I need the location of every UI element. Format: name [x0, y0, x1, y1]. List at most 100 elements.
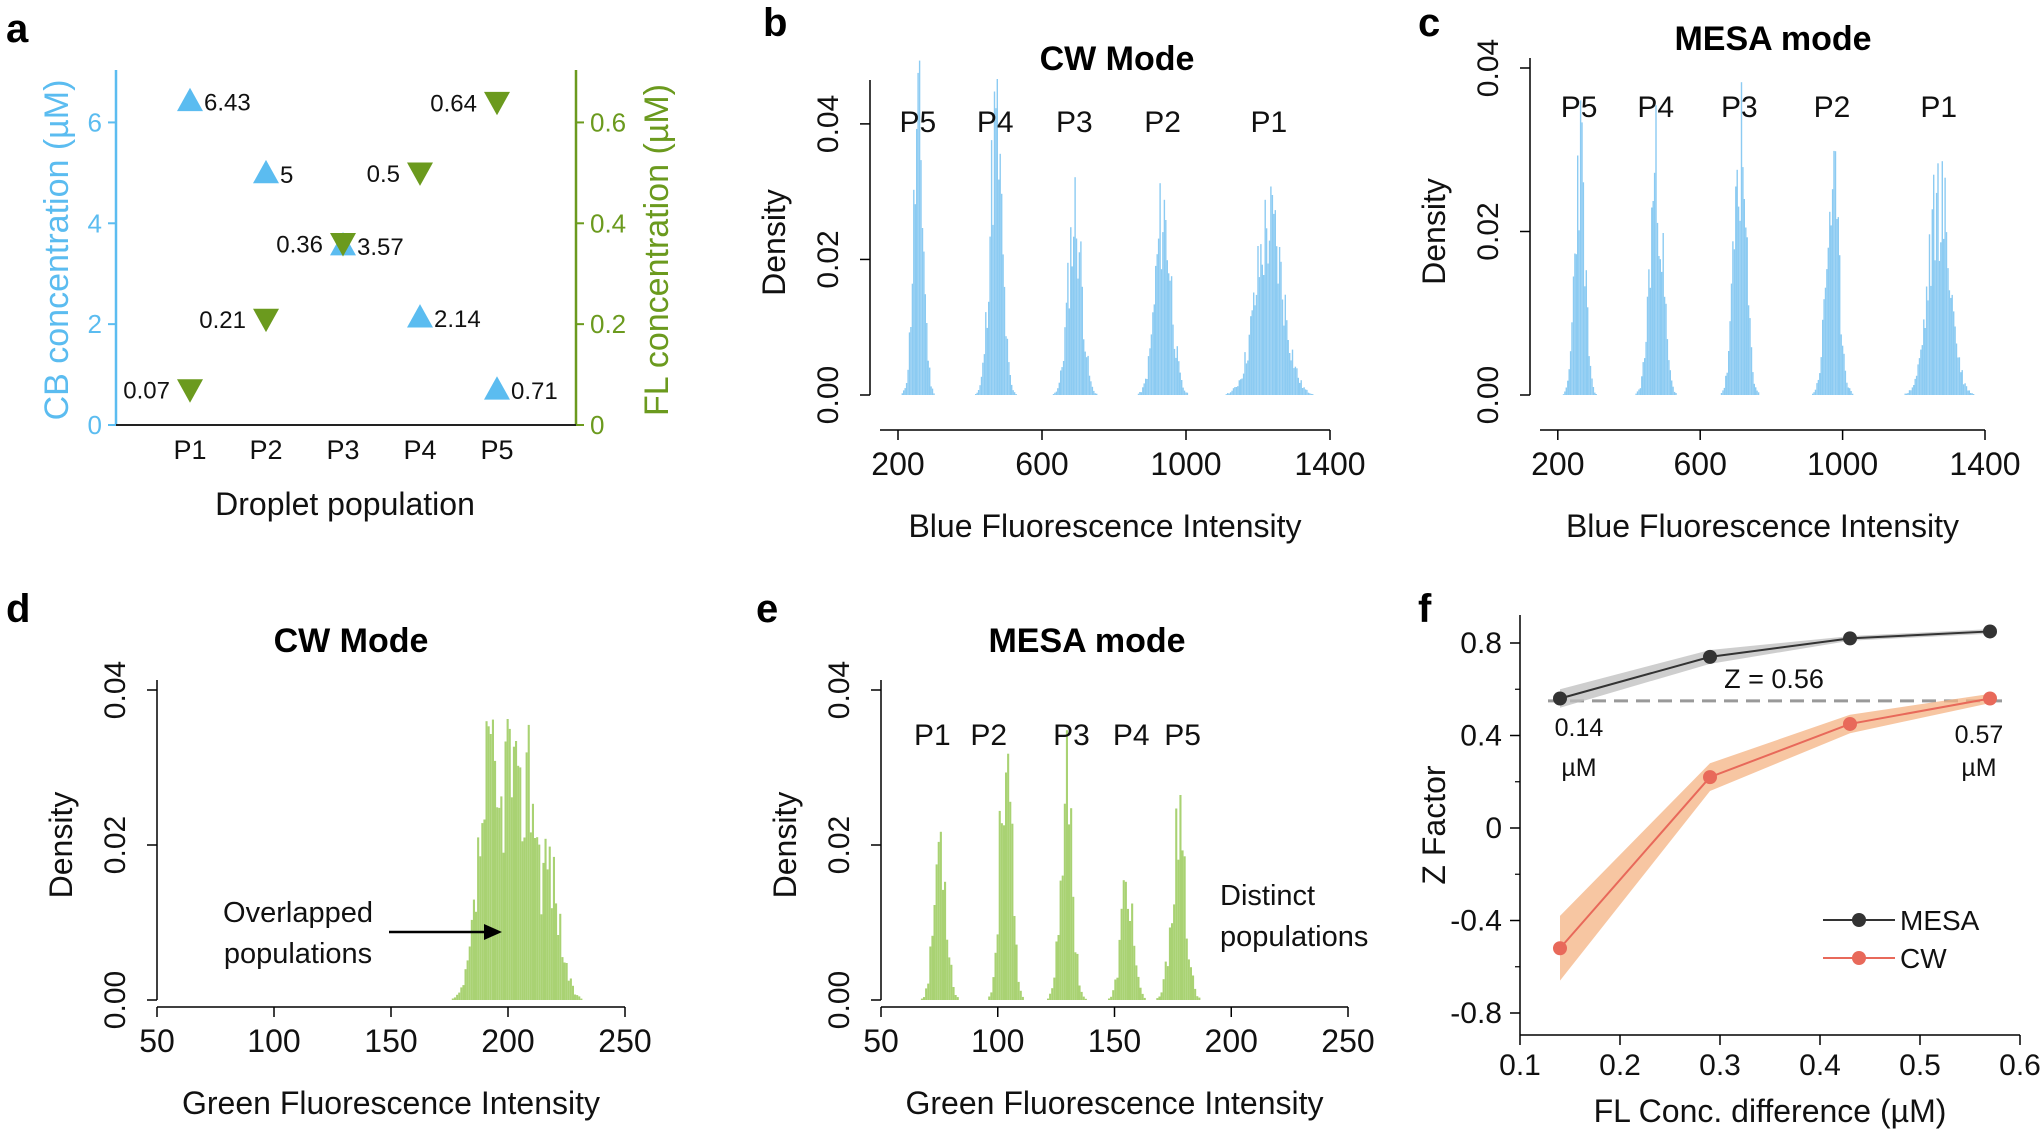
legend-label: MESA [1900, 905, 1980, 936]
histogram-bar [1729, 321, 1731, 395]
histogram-bar [1088, 375, 1091, 395]
histogram-bar [1253, 292, 1255, 395]
histogram-bar [1260, 244, 1262, 395]
y-tick-label: 0.04 [823, 661, 856, 719]
series-point [1983, 691, 1997, 706]
histogram-bar [1943, 238, 1945, 395]
histogram-bar [1947, 268, 1949, 395]
cb-value-label: 3.57 [357, 234, 404, 261]
histogram-bar [1812, 393, 1814, 395]
annotation-arrow-head [484, 924, 502, 940]
histogram-bar [1575, 254, 1577, 395]
histogram-bar [1011, 384, 1013, 395]
histogram-bar [529, 832, 532, 1000]
histogram-bar [1147, 356, 1150, 395]
histogram-bar [1149, 348, 1151, 395]
histogram-bar [1831, 189, 1834, 395]
fl-value-label: 0.5 [367, 161, 400, 188]
histogram-bar [1198, 997, 1201, 1000]
histogram-bar [1077, 278, 1079, 395]
histogram-bar [1178, 361, 1180, 395]
y-tick-label: 0.02 [1472, 202, 1505, 260]
histogram-bar [1175, 357, 1177, 395]
population-label: P2 [1144, 106, 1181, 139]
histogram-bar [1135, 965, 1138, 1000]
histogram-bar [983, 354, 986, 395]
population-label: P1 [1250, 106, 1287, 139]
x-tick-label: P4 [403, 435, 436, 465]
histogram-bar [1061, 875, 1064, 1000]
population-label: P5 [1164, 719, 1201, 752]
histogram-bar [975, 394, 977, 395]
panel-f-line-chart: -0.8 -0.4 0 0.4 0.8 0.1 0.2 0.3 0.4 0.5 0.6 FL Conc… [1416, 615, 2041, 1129]
histogram-bar [977, 390, 980, 395]
histogram-bar [1940, 242, 1942, 395]
histogram-bar [1009, 375, 1011, 395]
histogram-bar [926, 323, 928, 395]
histogram-bar [1733, 249, 1736, 395]
histogram-bar [1739, 220, 1741, 395]
histogram-bar [1152, 312, 1154, 395]
annotation-populations: populations [224, 938, 372, 970]
histogram-bar [1255, 294, 1258, 395]
histogram-bar [907, 369, 909, 395]
histogram-bar [1072, 896, 1075, 1000]
histogram-bar [1595, 394, 1597, 395]
histogram-bar [1015, 394, 1017, 395]
histogram-bar [1917, 364, 1919, 395]
histogram-bar [1955, 343, 1958, 395]
x-tick-label: 1400 [1294, 446, 1365, 482]
histogram-bar [1055, 391, 1058, 395]
histogram-bar [1171, 923, 1174, 1000]
histogram-bar [472, 899, 475, 1000]
histogram-bar [1179, 795, 1182, 1000]
histogram-bar [1090, 381, 1092, 395]
histogram-bar [458, 992, 461, 1000]
right-axis-title: FL concentration (µM) [638, 84, 676, 416]
histogram-bar [1268, 240, 1271, 395]
histogram-bar [1238, 380, 1240, 395]
histogram-bar [1652, 201, 1654, 395]
histogram-bar [1636, 391, 1639, 395]
histogram-bar [1927, 300, 1929, 395]
series-point [1553, 941, 1567, 956]
histogram-bar [1083, 339, 1085, 395]
histogram-bar [1049, 993, 1052, 1000]
histogram-bar [1972, 394, 1975, 395]
histogram-bar [1173, 904, 1176, 1000]
chart-title: CW Mode [1040, 40, 1195, 78]
histogram-bar [1813, 392, 1815, 395]
histogram-bar [531, 803, 534, 1000]
histogram-bar [1921, 345, 1923, 395]
histogram-bar [1143, 997, 1146, 1000]
x-tick-label: P1 [173, 435, 206, 465]
histogram-bar [468, 946, 471, 1000]
histogram-bar [1645, 341, 1647, 395]
histogram-bar [1081, 286, 1083, 395]
histogram-bar [1228, 393, 1230, 395]
histogram-bar [1735, 186, 1737, 395]
chart-title: MESA mode [988, 622, 1185, 660]
population-label: P4 [977, 106, 1014, 139]
cb-point [407, 304, 433, 328]
histogram-bar [1164, 961, 1167, 1000]
histogram-bar [1062, 361, 1065, 395]
histogram-bar [1653, 172, 1656, 395]
histogram-bar [544, 838, 547, 1000]
histogram-bar [1954, 326, 1956, 395]
fl-point [177, 379, 203, 403]
histogram-bar [950, 964, 953, 1000]
histogram-bar [1720, 393, 1723, 395]
histogram-bar [578, 996, 581, 1000]
histogram-bar [1742, 167, 1744, 395]
histogram-bar [1749, 318, 1751, 395]
histogram-bar [1080, 991, 1083, 1000]
histogram-bar [1264, 199, 1266, 395]
histogram-bar [1740, 82, 1743, 395]
histogram-bar [1108, 998, 1111, 1000]
histogram-bar [1649, 287, 1651, 395]
histogram-bar [1240, 379, 1242, 395]
histogram-bar [1165, 220, 1167, 395]
histogram-bar [1196, 996, 1199, 1000]
